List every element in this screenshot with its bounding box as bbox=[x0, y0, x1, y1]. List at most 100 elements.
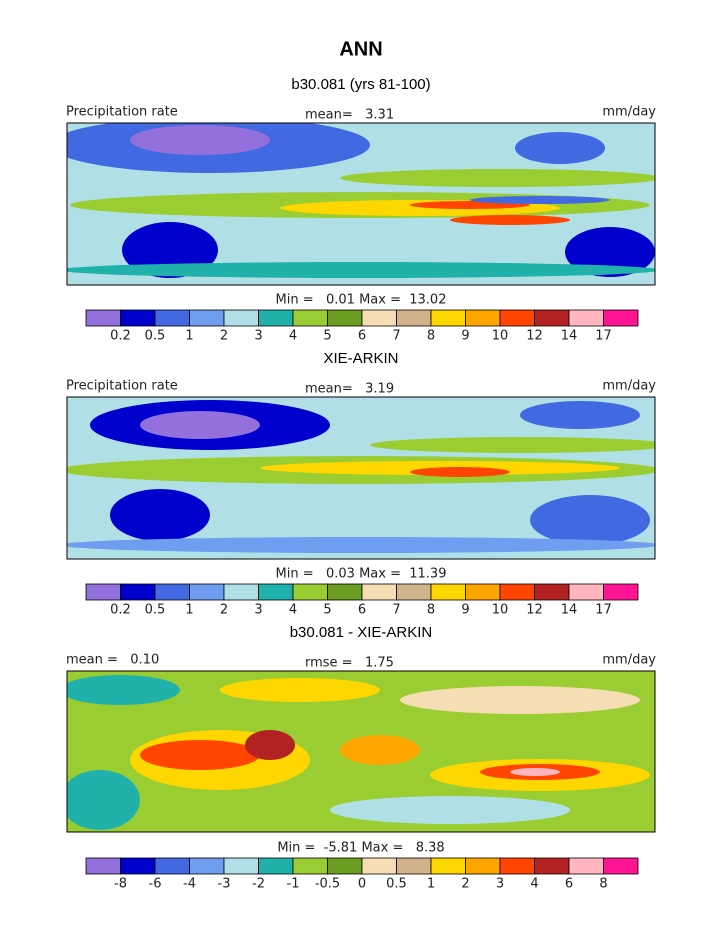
colorbar-label: 1 bbox=[185, 329, 193, 344]
colorbar-box bbox=[534, 857, 570, 875]
colorbar-box bbox=[430, 583, 466, 601]
colorbar-label: 0 bbox=[358, 877, 366, 892]
colorbar-box bbox=[223, 857, 259, 875]
right-label: mm/day bbox=[602, 105, 656, 120]
colorbar-box bbox=[361, 857, 397, 875]
colorbar-label: 0.2 bbox=[110, 329, 131, 344]
colorbar-label: 6 bbox=[565, 877, 573, 892]
colorbar-label: 3 bbox=[254, 329, 262, 344]
colorbar-box bbox=[499, 857, 535, 875]
colorbar-label: 3 bbox=[496, 877, 504, 892]
colorbar-box bbox=[120, 857, 156, 875]
colorbar-label: 10 bbox=[492, 603, 509, 618]
colorbar-box bbox=[568, 309, 604, 327]
colorbar-label: 8 bbox=[599, 877, 607, 892]
colorbar-label: 0.5 bbox=[145, 603, 166, 618]
center-label: mean= 3.31 bbox=[305, 108, 394, 123]
colorbar-label: 12 bbox=[526, 603, 543, 618]
colorbar-box bbox=[85, 583, 121, 601]
colorbar-box bbox=[223, 309, 259, 327]
colorbar-label: -2 bbox=[252, 877, 265, 892]
colorbar-label: 0.5 bbox=[386, 877, 407, 892]
colorbar-label: -1 bbox=[287, 877, 300, 892]
colorbar-label: 9 bbox=[461, 603, 469, 618]
colorbar-box bbox=[465, 857, 501, 875]
colorbar-label: 12 bbox=[526, 329, 543, 344]
map-frame bbox=[66, 396, 656, 560]
colorbar-box bbox=[327, 309, 363, 327]
colorbar-box bbox=[465, 583, 501, 601]
left-label: Precipitation rate bbox=[66, 105, 178, 120]
colorbar-box bbox=[154, 857, 190, 875]
colorbar-box bbox=[568, 857, 604, 875]
colorbar-label: 1 bbox=[185, 603, 193, 618]
colorbar-label: 7 bbox=[392, 603, 400, 618]
center-label: rmse = 1.75 bbox=[305, 656, 394, 671]
colorbar-box bbox=[603, 309, 639, 327]
colorbar-label: 2 bbox=[461, 877, 469, 892]
colorbar-box bbox=[292, 857, 328, 875]
colorbar-box bbox=[361, 583, 397, 601]
colorbar-box bbox=[292, 309, 328, 327]
colorbar-box bbox=[603, 583, 639, 601]
panel-heading: b30.081 (yrs 81-100) bbox=[291, 76, 430, 93]
colorbar-label: 5 bbox=[323, 329, 331, 344]
colorbar-label: -0.5 bbox=[315, 877, 340, 892]
colorbar-label: 7 bbox=[392, 329, 400, 344]
colorbar-label: 2 bbox=[220, 329, 228, 344]
colorbar-box bbox=[258, 309, 294, 327]
colorbar-label: -8 bbox=[114, 877, 127, 892]
colorbar-label: 17 bbox=[595, 603, 612, 618]
colorbar-label: 4 bbox=[289, 329, 297, 344]
colorbar-label: 0.2 bbox=[110, 603, 131, 618]
colorbar-label: -6 bbox=[149, 877, 162, 892]
colorbar-box bbox=[534, 583, 570, 601]
colorbar-label: 14 bbox=[561, 603, 578, 618]
min-max: Min = -5.81 Max = 8.38 bbox=[277, 841, 444, 856]
min-max: Min = 0.01 Max = 13.02 bbox=[276, 293, 447, 308]
colorbar-box bbox=[396, 309, 432, 327]
colorbar-label: 2 bbox=[220, 603, 228, 618]
colorbar-box bbox=[534, 309, 570, 327]
colorbar-label: 8 bbox=[427, 603, 435, 618]
colorbar-label: -3 bbox=[218, 877, 231, 892]
colorbar-label: 5 bbox=[323, 603, 331, 618]
colorbar-box bbox=[499, 583, 535, 601]
title: ANN bbox=[339, 38, 382, 60]
colorbar-box bbox=[189, 309, 225, 327]
panel-heading: XIE-ARKIN bbox=[323, 350, 398, 367]
colorbar-label: 9 bbox=[461, 329, 469, 344]
colorbar-box bbox=[154, 583, 190, 601]
colorbar-box bbox=[430, 309, 466, 327]
colorbar-box bbox=[396, 857, 432, 875]
colorbar-label: 6 bbox=[358, 603, 366, 618]
colorbar-box bbox=[361, 309, 397, 327]
colorbar-box bbox=[327, 857, 363, 875]
map-frame bbox=[66, 122, 656, 286]
colorbar-label: 14 bbox=[561, 329, 578, 344]
colorbar-box bbox=[568, 583, 604, 601]
colorbar-box bbox=[258, 857, 294, 875]
colorbar-label: 3 bbox=[254, 603, 262, 618]
colorbar-box bbox=[603, 857, 639, 875]
colorbar-label: 4 bbox=[289, 603, 297, 618]
colorbar-box bbox=[120, 583, 156, 601]
colorbar-box bbox=[465, 309, 501, 327]
right-label: mm/day bbox=[602, 653, 656, 668]
colorbar-box bbox=[85, 309, 121, 327]
colorbar-label: 10 bbox=[492, 329, 509, 344]
colorbar-label: 17 bbox=[595, 329, 612, 344]
colorbar-label: 1 bbox=[427, 877, 435, 892]
map-model bbox=[67, 123, 655, 285]
colorbar-box bbox=[189, 583, 225, 601]
colorbar-box bbox=[258, 583, 294, 601]
colorbar-box bbox=[396, 583, 432, 601]
map-difference bbox=[67, 671, 655, 832]
colorbar-label: -4 bbox=[183, 877, 196, 892]
right-label: mm/day bbox=[602, 379, 656, 394]
left-label: mean = 0.10 bbox=[66, 653, 159, 668]
colorbar-box bbox=[189, 857, 225, 875]
map-frame bbox=[66, 670, 656, 833]
map-observed bbox=[67, 397, 655, 559]
